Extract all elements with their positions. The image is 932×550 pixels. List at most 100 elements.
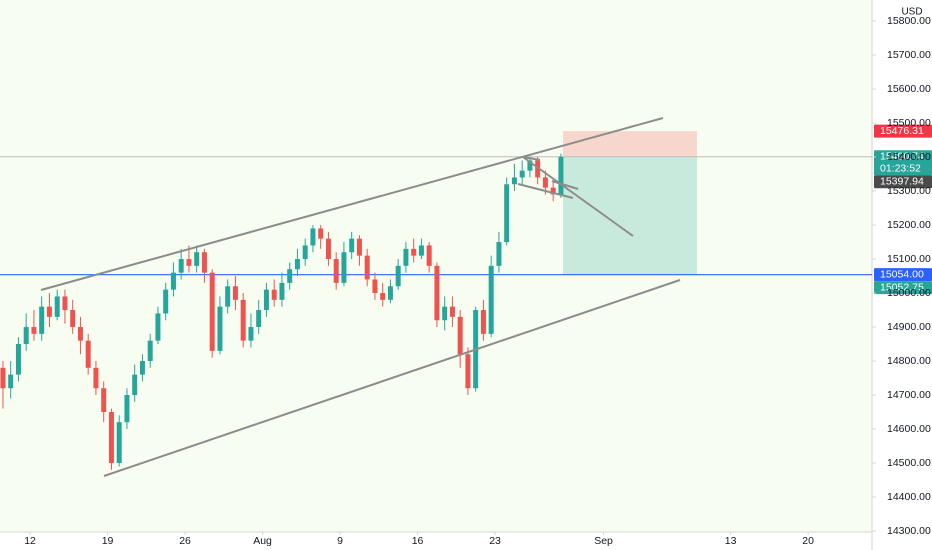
candle-body (85, 340, 91, 368)
candle-body (209, 272, 215, 351)
price-label-box (874, 150, 932, 176)
trend-line (40, 117, 664, 291)
candle-body (372, 279, 378, 294)
price-label: 15400.74 (880, 151, 924, 163)
candle-body (155, 313, 161, 341)
candle-body (232, 286, 238, 300)
price-label-box (874, 175, 932, 189)
candle-body (77, 327, 83, 341)
candle-body (108, 412, 114, 464)
y-tick-label: 15800.00 (887, 15, 931, 27)
candle-body (8, 374, 14, 389)
candle-body (178, 259, 184, 273)
y-tick-label: 14300.00 (887, 525, 931, 537)
y-tick-label: 14800.00 (887, 355, 931, 367)
candle-body (163, 289, 169, 314)
countdown: 01:23:52 (880, 163, 921, 175)
candle-body (93, 367, 99, 389)
y-tick-label: 15000.00 (887, 287, 931, 299)
candle-body (54, 296, 60, 317)
candle-body (287, 269, 293, 283)
candle-body (325, 238, 331, 260)
candle-body (411, 248, 417, 256)
candle-body (418, 245, 424, 256)
y-tick-label: 14700.00 (887, 389, 931, 401)
candle-body (403, 248, 409, 266)
y-tick-label: 14400.00 (887, 491, 931, 503)
candle-body (70, 310, 76, 328)
candle-body (201, 252, 207, 273)
candle-body (504, 184, 510, 243)
candle-body (240, 299, 246, 341)
candle-body (535, 160, 541, 178)
profit-zone (563, 156, 697, 275)
candle-body (31, 327, 37, 334)
candle-body (380, 293, 386, 300)
candle-body (263, 289, 269, 311)
x-tick-label: 12 (24, 535, 36, 547)
y-tick-label: 14900.00 (887, 321, 931, 333)
candle-body (124, 395, 130, 423)
candle-body (542, 177, 548, 188)
candle-body (550, 187, 556, 195)
x-tick-label: 26 (179, 535, 191, 547)
trend-line (517, 183, 574, 199)
candle-body (519, 170, 525, 178)
candle-body (480, 310, 486, 334)
y-tick-label: 15700.00 (887, 49, 931, 61)
candle-body (442, 306, 448, 321)
x-tick-label: 20 (802, 535, 814, 547)
candle-body (488, 265, 494, 334)
candle-body (139, 361, 145, 375)
candle-body (341, 252, 347, 283)
candle-body (426, 245, 432, 266)
y-tick-label: 15600.00 (887, 83, 931, 95)
candle-body (225, 286, 231, 307)
y-tick-label: 14600.00 (887, 423, 931, 435)
candle-body (101, 388, 107, 413)
candle-body (356, 238, 362, 256)
candle-body (496, 242, 502, 266)
candle-body (217, 306, 223, 351)
candle-body (349, 238, 355, 253)
candle-body (46, 306, 52, 317)
x-tick-label: Aug (253, 535, 272, 547)
candle-body (132, 374, 138, 396)
candle-body (294, 259, 300, 270)
candle-body (333, 259, 339, 283)
candle-body (527, 160, 533, 171)
candle-body (310, 228, 316, 246)
x-tick-label: 9 (337, 535, 343, 547)
candle-body (0, 367, 6, 389)
candle-body (23, 327, 29, 345)
drawings (40, 117, 681, 477)
candle-body (39, 306, 45, 334)
candle-body (395, 265, 401, 287)
price-label: 15054.00 (880, 268, 924, 280)
candle-body (511, 177, 517, 185)
y-tick-label: 15300.00 (887, 185, 931, 197)
y-tick-label: 15500.00 (887, 117, 931, 129)
candle-body (248, 327, 254, 341)
y-tick-label: 15200.00 (887, 219, 931, 231)
candle-body (279, 282, 285, 300)
time-axis (0, 532, 872, 550)
candle-body (434, 265, 440, 321)
trend-line (522, 156, 541, 161)
price-label-box (874, 124, 932, 138)
candle-body (449, 306, 455, 317)
price-label: 15052.75 (880, 281, 924, 293)
candle-body (256, 310, 262, 328)
price-label: 15397.94 (880, 176, 924, 188)
candle-body (271, 289, 277, 300)
candle-body (364, 255, 370, 280)
candle-body (194, 252, 200, 266)
candle-body (558, 156, 564, 195)
x-tick-label: 19 (102, 535, 114, 547)
x-tick-label: 16 (412, 535, 424, 547)
candle-body (318, 228, 324, 239)
candle-body (465, 354, 471, 389)
y-tick-label: 15100.00 (887, 253, 931, 265)
trend-line (551, 180, 579, 190)
